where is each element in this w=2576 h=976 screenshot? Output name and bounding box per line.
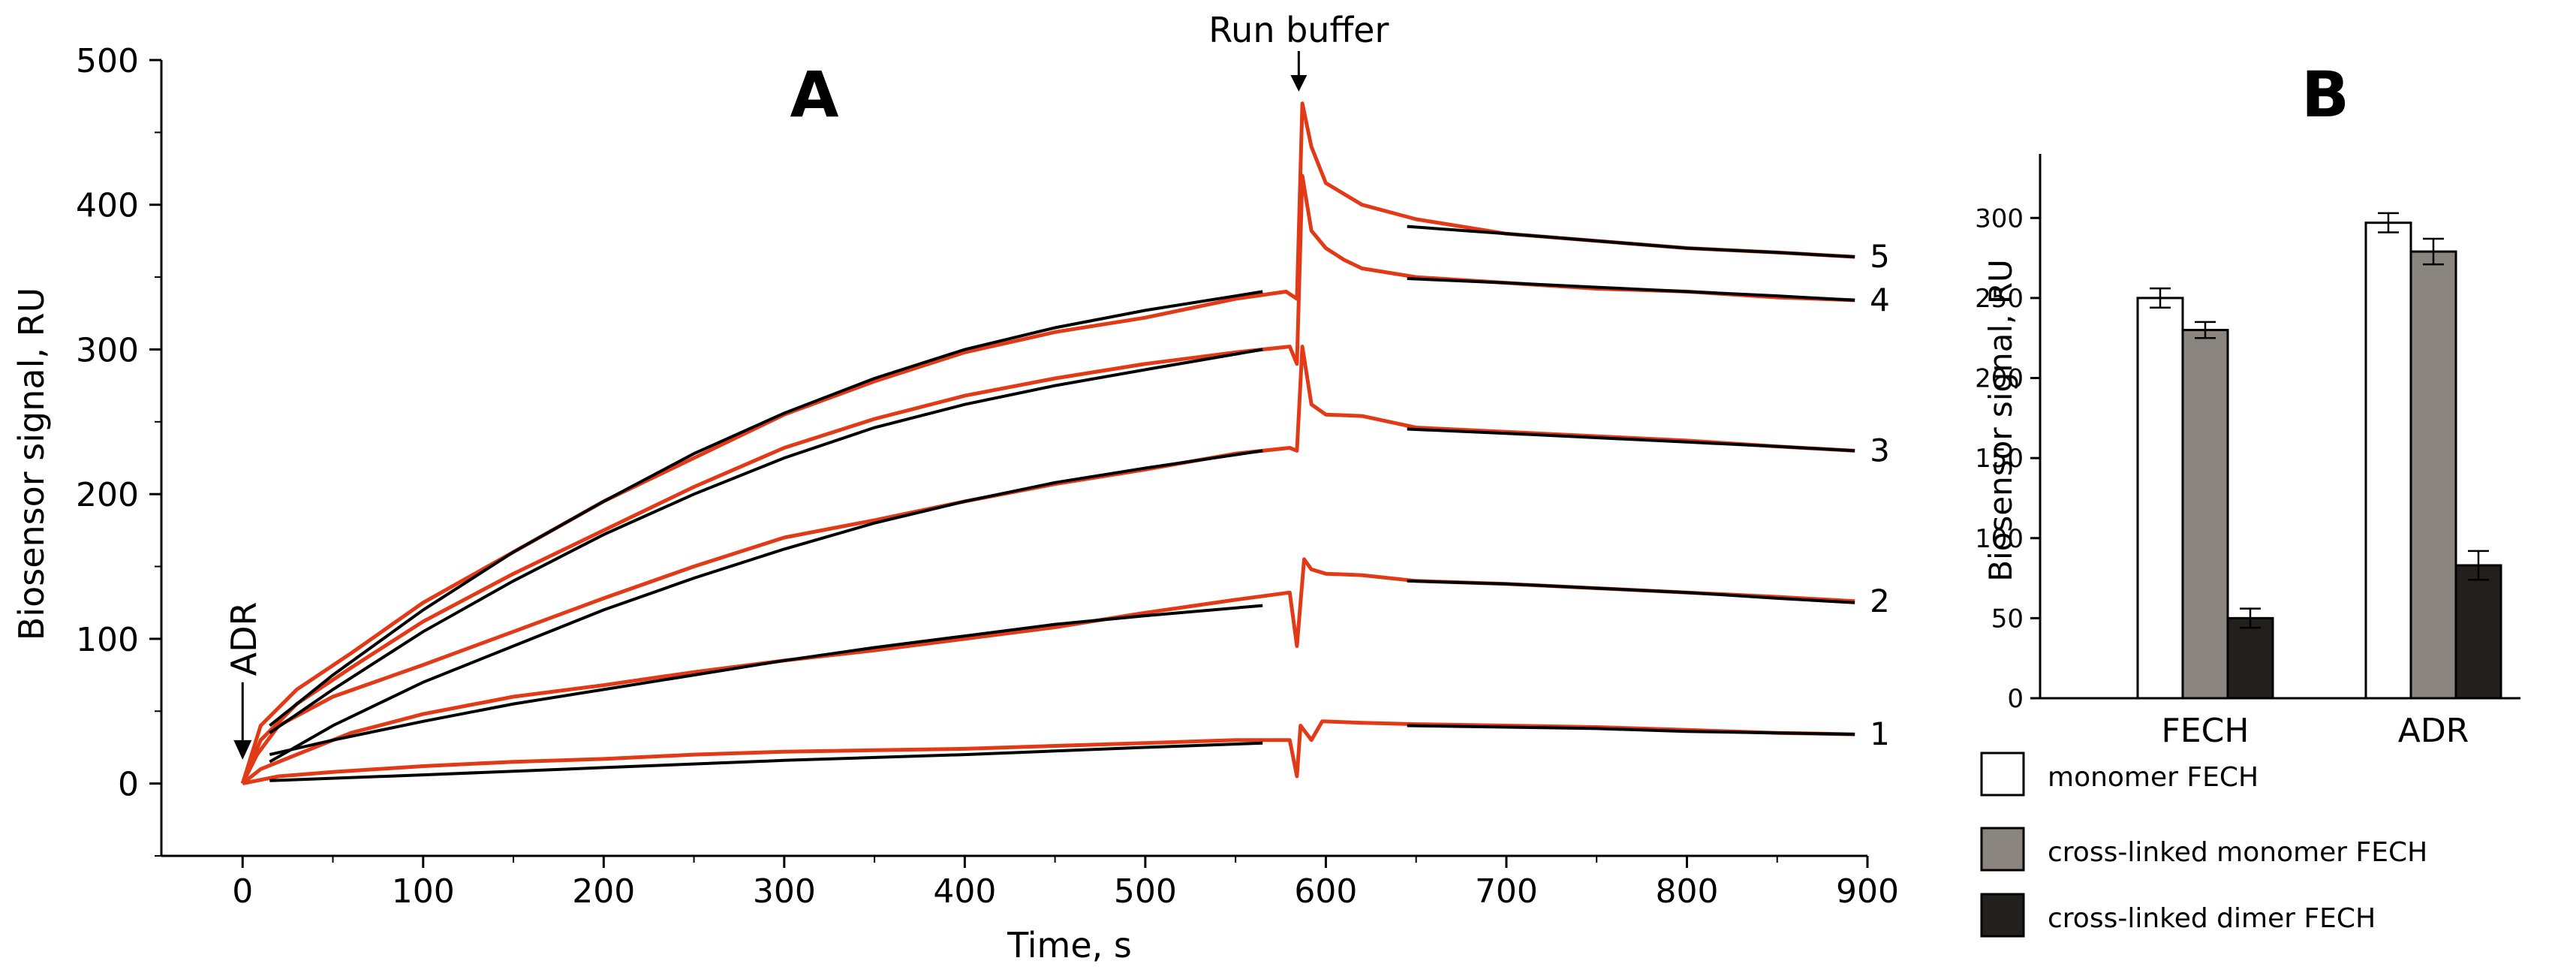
y-tick-label: 100 xyxy=(76,621,139,659)
panel-a-x-axis-title: Time, s xyxy=(1007,925,1132,965)
bar-fech-3 xyxy=(2226,616,2274,700)
panel-b-y-axis-title: Biosensor signal, RU xyxy=(1982,259,2019,582)
category-label-fech: FECH xyxy=(2162,712,2249,750)
run-buffer-arrowhead xyxy=(1290,75,1308,92)
curve-1-fit-association xyxy=(269,741,1263,782)
panel-a-y-axis-title: Biosensor signal, RU xyxy=(11,288,52,641)
b-y-tick-label: 100 xyxy=(1975,524,2024,554)
x-tick-label: 400 xyxy=(933,872,996,911)
bar-fech-1 xyxy=(2136,297,2184,700)
x-tick-label: 200 xyxy=(572,872,635,911)
panel-a-curve-labels: 1 2 3 4 5 xyxy=(1870,238,1890,752)
curve-3-fit-association xyxy=(269,449,1263,764)
bar-adr-1 xyxy=(2364,221,2412,700)
b-y-tick-label: 0 xyxy=(2007,684,2024,714)
panel-b-legend: monomer FECH cross-linked monomer FECH cro… xyxy=(1980,752,2427,938)
b-y-tick-label: 150 xyxy=(1975,444,2024,474)
x-tick-label: 0 xyxy=(232,872,253,911)
curve-label-2: 2 xyxy=(1870,583,1890,619)
b-y-tick-label: 300 xyxy=(1975,203,2024,233)
legend-swatch-1 xyxy=(1980,752,2025,797)
curve-4-fit-association xyxy=(269,348,1263,734)
adr-arrowhead xyxy=(233,740,252,760)
panel-b: 0 50 100 150 200 250 300 FECH ADR B Biosensor s… xyxy=(1975,58,2520,938)
curve-5-experimental xyxy=(240,101,1855,785)
bar-adr-2 xyxy=(2409,250,2457,700)
y-tick-label: 400 xyxy=(76,187,139,225)
legend-label-3: cross-linked dimer FECH xyxy=(2048,903,2376,934)
bar-adr-3 xyxy=(2454,564,2502,700)
category-label-adr: ADR xyxy=(2398,712,2469,750)
curve-2-fit-association xyxy=(269,604,1263,757)
panel-a-ticks: 0 100 200 300 400 500 600 700 800 900 0 100 200 300 40… xyxy=(76,42,1899,911)
legend-label-1: monomer FECH xyxy=(2048,762,2259,793)
curve-3-experimental xyxy=(240,345,1855,785)
y-tick-label: 500 xyxy=(76,42,139,80)
panel-b-letter: B xyxy=(2301,58,2349,131)
b-y-tick-label: 250 xyxy=(1975,284,2024,314)
run-buffer-label: Run buffer xyxy=(1208,10,1389,50)
curve-4-fit-dissociation xyxy=(1407,277,1855,302)
panel-b-category-labels: FECH ADR xyxy=(2162,712,2469,750)
curve-1-fit-dissociation xyxy=(1407,724,1855,737)
b-y-tick-label: 200 xyxy=(1975,364,2024,394)
panel-a: 0 100 200 300 400 500 600 700 800 900 0 100 200 300 40… xyxy=(11,10,1899,965)
y-tick-label: 0 xyxy=(118,766,139,804)
x-tick-label: 300 xyxy=(753,872,816,911)
y-tick-label: 200 xyxy=(76,476,139,514)
legend-label-2: cross-linked monomer FECH xyxy=(2048,837,2427,868)
curve-2-fit-dissociation xyxy=(1407,579,1855,604)
panel-a-curves xyxy=(240,101,1855,786)
curve-5-fit-dissociation xyxy=(1407,224,1855,259)
curve-4-experimental xyxy=(240,173,1855,785)
bar-fech-2 xyxy=(2181,329,2229,700)
curve-label-4: 4 xyxy=(1870,282,1890,318)
x-tick-label: 700 xyxy=(1475,872,1538,911)
y-tick-label: 300 xyxy=(76,331,139,369)
x-tick-label: 600 xyxy=(1294,872,1357,911)
x-tick-label: 500 xyxy=(1114,872,1177,911)
x-tick-label: 100 xyxy=(392,872,455,911)
curve-label-5: 5 xyxy=(1870,238,1890,275)
x-tick-label: 900 xyxy=(1836,872,1899,911)
curve-3-fit-dissociation xyxy=(1407,427,1855,453)
panel-a-annotations: ADR Run buffer xyxy=(224,10,1389,760)
panel-a-letter: A xyxy=(790,58,838,131)
legend-swatch-3 xyxy=(1980,893,2025,938)
panel-b-ticks: 0 50 100 150 200 250 300 xyxy=(1975,203,2040,714)
curve-label-1: 1 xyxy=(1870,715,1890,752)
b-y-tick-label: 50 xyxy=(1991,604,2024,634)
curve-label-3: 3 xyxy=(1870,432,1890,468)
curve-5-fit-association xyxy=(269,290,1263,727)
panel-b-bars xyxy=(2136,212,2502,700)
x-tick-label: 800 xyxy=(1655,872,1718,911)
legend-swatch-2 xyxy=(1980,827,2025,872)
adr-injection-label: ADR xyxy=(224,601,264,676)
